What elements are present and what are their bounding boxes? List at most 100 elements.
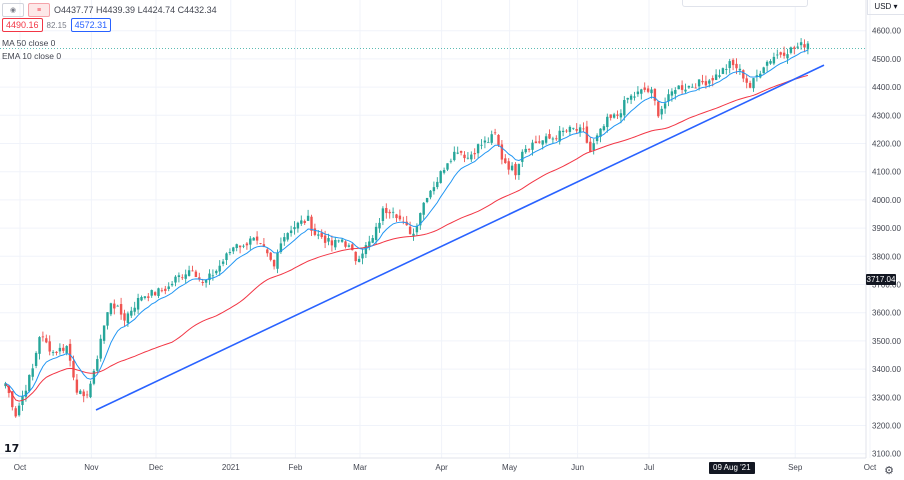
candle-body bbox=[629, 95, 633, 100]
candle-body bbox=[215, 270, 218, 274]
candle-body bbox=[449, 160, 453, 162]
candle-body bbox=[266, 249, 269, 254]
price-tick-label: 3400.00 bbox=[872, 365, 901, 374]
ema-price-box: 4572.31 bbox=[70, 18, 112, 32]
candle-body bbox=[157, 288, 160, 297]
candle-body bbox=[786, 54, 789, 59]
candle-body bbox=[167, 286, 170, 289]
candle-body bbox=[385, 208, 388, 214]
candle-body bbox=[133, 307, 136, 312]
candle-body bbox=[592, 143, 595, 151]
candle-body bbox=[752, 78, 755, 89]
candle-body bbox=[99, 338, 102, 359]
candle-body bbox=[143, 296, 147, 298]
tradingview-logo-icon: 17 bbox=[4, 442, 20, 455]
candle-body bbox=[276, 253, 279, 269]
candle-body bbox=[473, 153, 476, 155]
price-tick-label: 3200.00 bbox=[872, 422, 901, 431]
candle-body bbox=[232, 247, 235, 252]
time-tick-label: Jun bbox=[571, 463, 584, 472]
candle-body bbox=[796, 46, 799, 48]
candle-body bbox=[490, 134, 493, 143]
candle-body bbox=[82, 391, 85, 397]
candle-body bbox=[735, 63, 738, 69]
candle-body bbox=[119, 304, 123, 315]
candle-body bbox=[565, 130, 568, 132]
candle-body bbox=[677, 85, 680, 90]
candle-body bbox=[388, 211, 391, 214]
candle-body bbox=[721, 68, 725, 74]
candle-body bbox=[527, 149, 531, 150]
time-tick-label: Mar bbox=[353, 463, 367, 472]
gear-icon[interactable]: ⚙ bbox=[884, 465, 894, 477]
candle-body bbox=[561, 130, 565, 133]
ma-indicator-label[interactable]: MA 50 close 0 bbox=[2, 38, 56, 48]
candle-body bbox=[725, 69, 728, 70]
ema-indicator-label[interactable]: EMA 10 close 0 bbox=[2, 51, 62, 61]
candle-body bbox=[269, 252, 272, 260]
eye-icon[interactable]: ◉ bbox=[2, 3, 24, 17]
candle-body bbox=[765, 61, 769, 66]
candle-body bbox=[38, 337, 41, 354]
candle-body bbox=[701, 80, 704, 83]
candle-body bbox=[803, 44, 806, 48]
candle-body bbox=[748, 82, 752, 88]
candle-body bbox=[779, 52, 782, 55]
candle-body bbox=[657, 101, 660, 117]
candle-body bbox=[7, 385, 11, 394]
time-tick-label: Oct bbox=[864, 463, 877, 472]
candle-body bbox=[589, 141, 592, 152]
candle-body bbox=[340, 239, 344, 242]
candle-body bbox=[582, 128, 585, 130]
currency-selector[interactable]: USD ▾ bbox=[867, 0, 904, 15]
candle-body bbox=[221, 261, 225, 264]
candle-body bbox=[395, 214, 398, 219]
candle-body bbox=[259, 243, 262, 244]
candle-body bbox=[17, 405, 21, 416]
candle-body bbox=[572, 127, 575, 129]
price-tick-label: 4200.00 bbox=[872, 140, 901, 149]
candle-body bbox=[85, 394, 89, 396]
candle-body bbox=[782, 52, 786, 56]
price-tick-label: 3100.00 bbox=[872, 450, 901, 459]
candle-body bbox=[422, 202, 425, 215]
candle-body bbox=[728, 61, 731, 69]
candle-body bbox=[769, 61, 772, 64]
candle-body bbox=[194, 271, 198, 278]
candle-body bbox=[585, 126, 589, 143]
candle-body bbox=[347, 245, 351, 247]
candle-body bbox=[371, 238, 374, 243]
price-tick-label: 4500.00 bbox=[872, 55, 901, 64]
candle-body bbox=[459, 150, 463, 153]
candle-body bbox=[646, 88, 650, 92]
candle-body bbox=[772, 56, 776, 64]
candle-body bbox=[330, 240, 334, 246]
time-tick-label: Jul bbox=[644, 463, 654, 472]
candle-body bbox=[364, 245, 368, 255]
candle-body bbox=[337, 240, 340, 242]
trendline bbox=[95, 64, 825, 411]
candle-body bbox=[96, 359, 99, 371]
price-tick-label: 3700.00 bbox=[872, 281, 901, 290]
candle-body bbox=[500, 144, 504, 160]
candle-body bbox=[191, 270, 194, 272]
candle-body bbox=[201, 281, 204, 283]
price-tick-label: 3600.00 bbox=[872, 309, 901, 318]
price-tick-label: 3800.00 bbox=[872, 252, 901, 261]
candle-body bbox=[228, 252, 232, 254]
candle-body bbox=[323, 235, 327, 243]
candle-body bbox=[742, 70, 745, 79]
candle-body bbox=[759, 73, 762, 78]
menu-icon[interactable]: ≡ bbox=[28, 3, 50, 17]
candle-body bbox=[663, 103, 667, 109]
candle-body bbox=[453, 151, 456, 161]
candle-body bbox=[691, 86, 694, 88]
candle-body bbox=[466, 157, 470, 159]
candle-body bbox=[595, 135, 599, 142]
candle-body bbox=[102, 325, 106, 341]
candle-body bbox=[680, 85, 684, 90]
ema10-line bbox=[5, 49, 809, 397]
ma-price-box: 4490.16 bbox=[2, 18, 43, 32]
candle-body bbox=[626, 97, 629, 100]
